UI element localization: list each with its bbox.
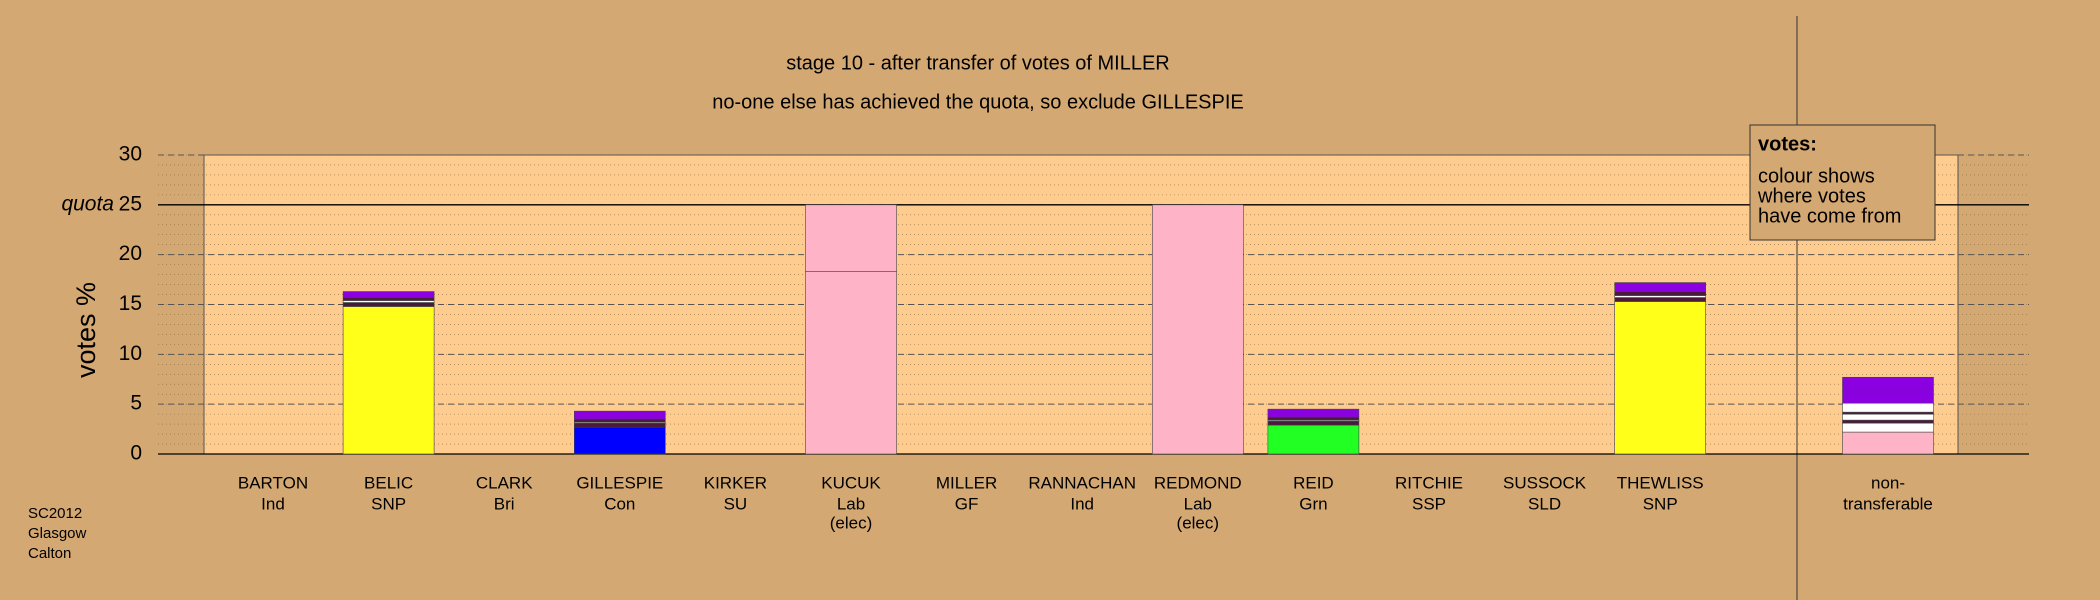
legend-box [1749,124,1936,241]
x-tick-label: GF [955,494,979,513]
bar-segment [805,204,897,272]
y-tick-label: 15 [119,292,142,315]
x-tick-label: Bri [494,494,515,513]
bar-segment [573,418,666,423]
bar-segment [1267,424,1360,455]
y-tick-label: 25 [119,192,142,215]
x-tick-label: (elec) [1177,513,1220,532]
y-tick-label: 20 [119,242,142,265]
x-tick-label: SU [724,494,748,513]
x-tick-label: MILLER [936,473,997,492]
x-tick-label: BELIC [364,473,413,492]
bar-segment [1842,419,1934,424]
bar-segment [342,297,435,301]
x-tick-label: non- [1871,473,1905,492]
y-tick-label: 10 [119,342,142,365]
chart-title: stage 10 - after transfer of votes of MI… [786,52,1170,74]
bar-segment [1614,282,1706,292]
legend-text: where votes [1757,185,1866,207]
x-tick-label: SUSSOCK [1503,473,1587,492]
bar-segment [1267,416,1360,421]
quota-label: quota [61,192,114,215]
bar-segment [342,306,435,455]
bar-segment [1614,301,1706,455]
x-tick-label: (elec) [830,513,873,532]
x-tick-label: Ind [1070,494,1094,513]
x-tick-label: THEWLISS [1617,473,1704,492]
bar-segment [1842,376,1934,392]
x-tick-label: GILLESPIE [576,473,663,492]
bar-segment [1842,413,1934,421]
x-tick-label: RANNACHAN [1028,473,1136,492]
y-tick-label: 30 [119,143,142,166]
x-tick-label: SNP [371,494,406,513]
bar-segment [573,426,666,455]
x-tick-label: SSP [1412,494,1446,513]
legend-text: have come from [1758,205,1901,227]
bar-segment [1842,390,1934,404]
bar-segment [1842,431,1934,455]
plot: 0 5 10 15 20 25 30 quota BARTON Ind BELIC SNP CLARK B… [61,143,2029,532]
x-tick-label: KIRKER [704,473,767,492]
bar-segment [1842,402,1934,413]
footer: Glasgow [28,525,87,542]
bar-segment [1267,408,1360,418]
x-tick-label: Lab [1184,494,1212,513]
x-tick-label: Con [604,494,635,513]
chart-subtitle: no-one else has achieved the quota, so e… [712,91,1243,113]
x-tick-label: Grn [1299,494,1327,513]
x-tick-label: transferable [1843,494,1933,513]
x-tick-label: Ind [261,494,285,513]
x-tick-label: KUCUK [821,473,881,492]
y-tick-label: 0 [130,442,142,465]
x-tick-label: REDMOND [1154,473,1242,492]
x-tick-label: SNP [1643,494,1678,513]
x-tick-label: RITCHIE [1395,473,1463,492]
bar-segment [1842,422,1934,433]
bar-segment [573,410,666,420]
bar-segment [1614,291,1706,296]
bar-segment [1152,204,1244,455]
x-tick-label: SLD [1528,494,1561,513]
bar-segment [805,271,897,455]
bar-segment [1614,297,1706,302]
bar-segment [342,291,435,298]
x-tick-label: BARTON [238,473,308,492]
y-axis-label: votes % [71,282,101,378]
x-tick-label: REID [1293,473,1334,492]
footer: Calton [28,545,71,562]
x-tick-label: CLARK [476,473,533,492]
legend-title: votes: [1758,133,1817,155]
bar-segment [573,422,666,428]
y-tick-label: 5 [130,392,142,415]
bar-segment [342,302,435,307]
footer: SC2012 [28,505,82,522]
x-tick-label: Lab [837,494,865,513]
bar-segment [1267,420,1360,426]
legend-text: colour shows [1758,165,1875,187]
